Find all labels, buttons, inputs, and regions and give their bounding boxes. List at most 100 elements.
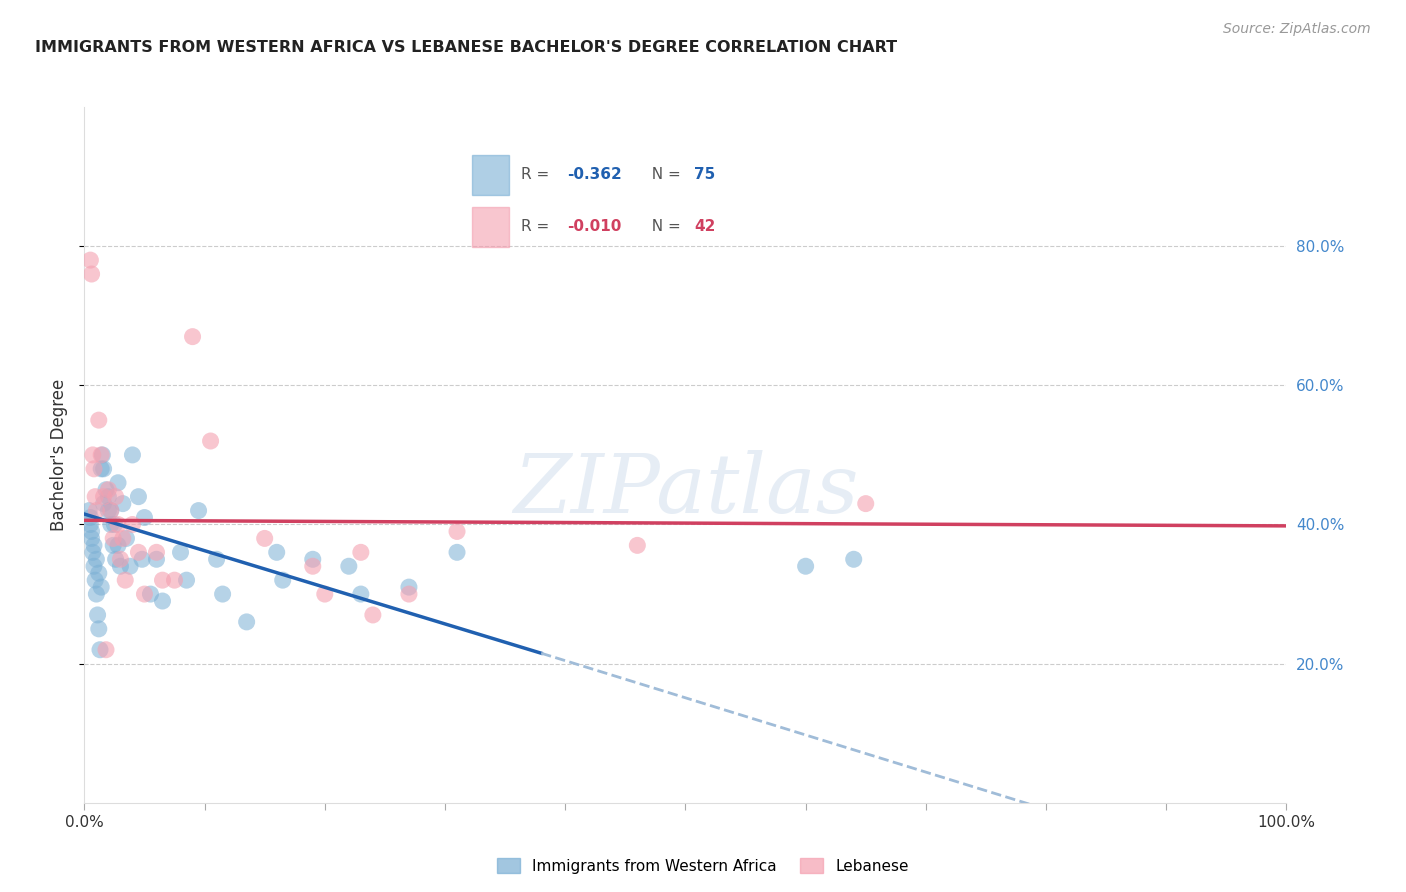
Point	[127, 490, 149, 504]
Point	[271, 573, 294, 587]
Point	[83, 462, 105, 476]
Point	[139, 587, 162, 601]
Point	[80, 267, 103, 281]
Point	[152, 573, 174, 587]
Point	[110, 559, 132, 574]
Point	[794, 559, 817, 574]
Point	[90, 462, 112, 476]
Point	[205, 552, 228, 566]
Point	[314, 587, 336, 601]
Point	[100, 517, 122, 532]
Point	[301, 559, 323, 574]
Point	[111, 497, 134, 511]
Point	[91, 448, 114, 462]
Bar	[471, 155, 509, 195]
Point	[842, 552, 865, 566]
Point	[107, 538, 129, 552]
Point	[111, 532, 134, 546]
Point	[200, 434, 222, 448]
Point	[176, 573, 198, 587]
Text: 42: 42	[693, 219, 716, 235]
Point	[104, 552, 127, 566]
Point	[77, 503, 100, 517]
Point	[114, 573, 136, 587]
Point	[361, 607, 384, 622]
Point	[97, 483, 120, 497]
Point	[87, 622, 110, 636]
Point	[79, 517, 101, 532]
Text: N =: N =	[643, 219, 686, 235]
Point	[90, 448, 112, 462]
Point	[107, 475, 129, 490]
Y-axis label: Bachelor's Degree: Bachelor's Degree	[51, 379, 69, 531]
Point	[84, 490, 107, 504]
Text: IMMIGRANTS FROM WESTERN AFRICA VS LEBANESE BACHELOR'S DEGREE CORRELATION CHART: IMMIGRANTS FROM WESTERN AFRICA VS LEBANE…	[35, 40, 897, 55]
Text: -0.362: -0.362	[567, 168, 621, 183]
Point	[86, 607, 108, 622]
Point	[86, 503, 108, 517]
Text: R =: R =	[520, 168, 554, 183]
Point	[100, 503, 122, 517]
Point	[93, 497, 115, 511]
Point	[89, 642, 111, 657]
Point	[152, 594, 174, 608]
Point	[446, 545, 468, 559]
Text: -0.010: -0.010	[567, 219, 621, 235]
Point	[115, 532, 138, 546]
Point	[855, 497, 877, 511]
Point	[169, 545, 191, 559]
Point	[87, 566, 110, 581]
Point	[100, 503, 122, 517]
Point	[103, 517, 125, 532]
Point	[90, 580, 112, 594]
Point	[97, 490, 120, 504]
Point	[107, 517, 129, 532]
Text: 75: 75	[693, 168, 716, 183]
Point	[446, 524, 468, 539]
Point	[187, 503, 209, 517]
Bar	[471, 207, 509, 247]
Point	[145, 545, 167, 559]
Point	[131, 552, 153, 566]
Point	[110, 552, 132, 566]
Point	[93, 490, 115, 504]
Point	[134, 587, 156, 601]
Point	[82, 448, 104, 462]
Point	[127, 545, 149, 559]
Point	[86, 587, 108, 601]
Point	[350, 545, 373, 559]
Text: N =: N =	[643, 168, 686, 183]
Point	[301, 552, 323, 566]
Point	[83, 538, 105, 552]
Point	[104, 490, 127, 504]
Point	[84, 573, 107, 587]
Text: Source: ZipAtlas.com: Source: ZipAtlas.com	[1223, 22, 1371, 37]
Point	[134, 510, 156, 524]
Point	[253, 532, 276, 546]
Point	[181, 329, 204, 343]
Point	[79, 510, 101, 524]
Point	[163, 573, 186, 587]
Point	[350, 587, 373, 601]
Text: R =: R =	[520, 219, 554, 235]
Point	[103, 532, 125, 546]
Point	[94, 483, 117, 497]
Point	[87, 413, 110, 427]
Point	[86, 552, 108, 566]
Point	[80, 532, 103, 546]
Point	[626, 538, 648, 552]
Point	[266, 545, 288, 559]
Point	[93, 462, 115, 476]
Legend: Immigrants from Western Africa, Lebanese: Immigrants from Western Africa, Lebanese	[491, 852, 915, 880]
Point	[121, 517, 143, 532]
Point	[83, 559, 105, 574]
Point	[398, 580, 420, 594]
Point	[94, 642, 117, 657]
Point	[121, 448, 143, 462]
Point	[235, 615, 257, 629]
Point	[118, 559, 141, 574]
Point	[398, 587, 420, 601]
Point	[97, 503, 120, 517]
Point	[103, 538, 125, 552]
Point	[82, 545, 104, 559]
